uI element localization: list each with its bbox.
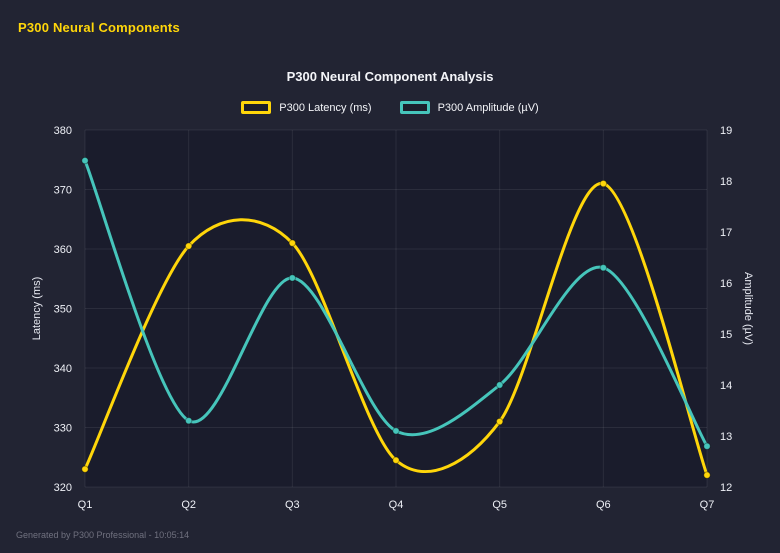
axis-label: Q4 xyxy=(389,499,404,511)
chart-title: P300 Neural Component Analysis xyxy=(286,69,494,84)
axis-label: Amplitude (µV) xyxy=(742,272,754,345)
axis-label: 330 xyxy=(54,423,72,435)
page-title: P300 Neural Components xyxy=(18,20,180,35)
axis-label: 370 xyxy=(54,185,72,197)
axis-label: Q7 xyxy=(700,499,715,511)
data-point[interactable] xyxy=(288,239,297,247)
axis-label: Q5 xyxy=(492,499,507,511)
data-point[interactable] xyxy=(703,442,711,450)
legend-swatch xyxy=(241,101,272,114)
data-point[interactable] xyxy=(495,381,504,389)
data-point[interactable] xyxy=(184,242,193,250)
chart-legend: P300 Latency (ms) P300 Amplitude (µV) xyxy=(0,101,780,114)
data-point[interactable] xyxy=(599,264,608,272)
axis-label: 14 xyxy=(720,380,732,392)
legend-label: P300 Latency (ms) xyxy=(279,101,372,114)
legend-item[interactable]: P300 Latency (ms) xyxy=(241,101,372,114)
axis-label: 16 xyxy=(720,278,732,290)
legend-item[interactable]: P300 Amplitude (µV) xyxy=(399,101,539,114)
axis-label: 17 xyxy=(720,227,732,239)
axis-label: 18 xyxy=(720,176,732,188)
axis-label: Q6 xyxy=(596,499,611,511)
axis-label: Q2 xyxy=(181,499,196,511)
axis-label: 12 xyxy=(720,482,732,494)
plot-area xyxy=(85,130,707,487)
axis-label: Q1 xyxy=(78,499,93,511)
data-point[interactable] xyxy=(392,427,400,435)
axis-label: 19 xyxy=(720,125,732,137)
data-point[interactable] xyxy=(81,156,89,165)
data-point[interactable] xyxy=(599,179,608,188)
axis-label: 13 xyxy=(720,431,732,443)
axis-label: Q3 xyxy=(285,499,300,511)
axis-label: Latency (ms) xyxy=(31,277,43,341)
data-point[interactable] xyxy=(81,465,89,473)
axis-label: 15 xyxy=(720,329,732,341)
data-point[interactable] xyxy=(184,417,193,425)
legend-swatch xyxy=(399,101,430,114)
grid-lines xyxy=(84,129,708,488)
axis-label: 320 xyxy=(54,482,72,494)
axis-label: 380 xyxy=(54,125,72,137)
footer-status: Generated by P300 Professional - 10:05:1… xyxy=(16,530,190,540)
data-point[interactable] xyxy=(392,456,400,464)
series-points xyxy=(81,156,711,450)
axis-label: 350 xyxy=(54,304,72,316)
legend-label: P300 Amplitude (µV) xyxy=(437,101,539,114)
axis-label: 360 xyxy=(54,244,72,256)
series-points xyxy=(81,179,711,479)
data-point[interactable] xyxy=(495,417,504,426)
data-point[interactable] xyxy=(288,274,297,282)
data-point[interactable] xyxy=(703,471,711,479)
axis-label: 340 xyxy=(54,363,72,375)
